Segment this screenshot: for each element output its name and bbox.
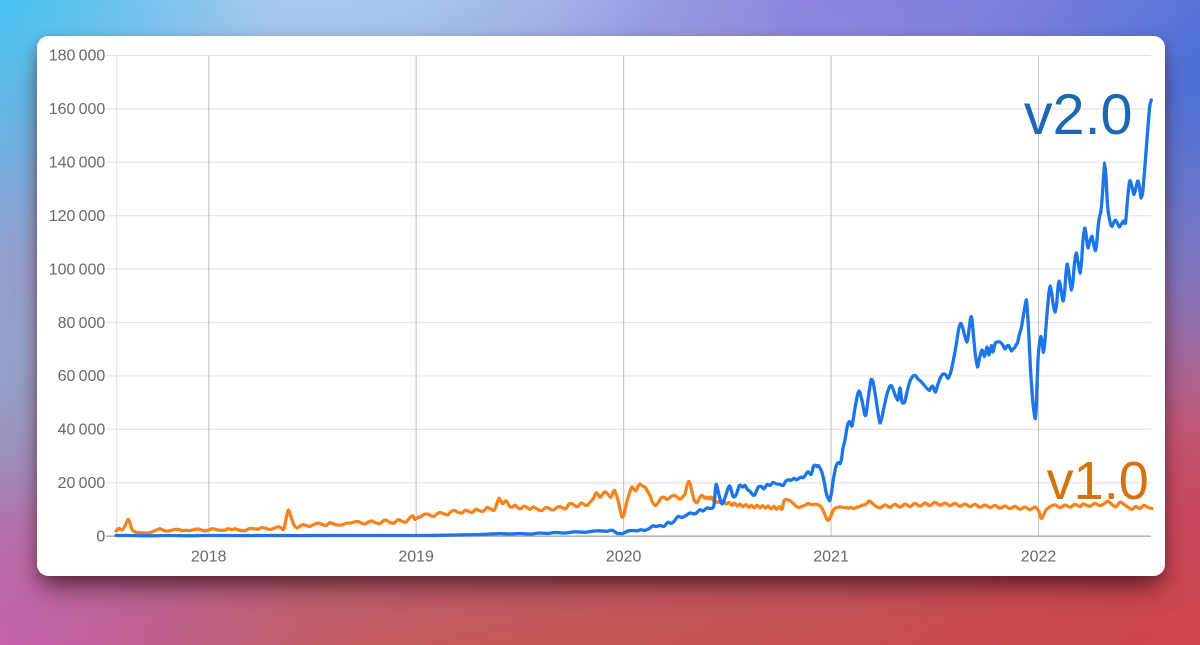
svg-text:2020: 2020: [606, 549, 642, 566]
svg-text:v1.0: v1.0: [1047, 451, 1149, 511]
svg-text:80 000: 80 000: [58, 315, 106, 332]
svg-text:140 000: 140 000: [49, 155, 106, 172]
svg-text:2022: 2022: [1021, 549, 1057, 566]
svg-text:v2.0: v2.0: [1024, 83, 1133, 147]
svg-text:180 000: 180 000: [49, 48, 106, 65]
svg-text:60 000: 60 000: [58, 368, 106, 385]
svg-text:100 000: 100 000: [49, 261, 106, 278]
svg-text:160 000: 160 000: [49, 101, 106, 118]
svg-text:20 000: 20 000: [58, 475, 106, 492]
svg-text:2021: 2021: [813, 549, 849, 566]
svg-text:2019: 2019: [398, 549, 434, 566]
svg-text:120 000: 120 000: [49, 208, 106, 225]
svg-text:2018: 2018: [191, 549, 227, 566]
svg-text:40 000: 40 000: [58, 422, 106, 439]
svg-text:0: 0: [96, 529, 105, 546]
